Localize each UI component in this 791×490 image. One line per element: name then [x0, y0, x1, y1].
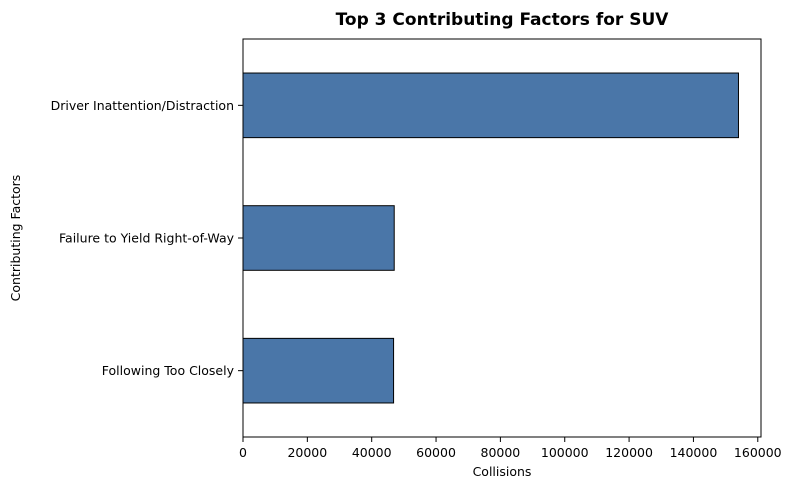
y-tick-label: Driver Inattention/Distraction [51, 98, 234, 113]
bar [242, 72, 739, 139]
x-tick-label: 100000 [541, 445, 589, 460]
y-axis-label: Contributing Factors [8, 175, 23, 302]
y-tick-label: Following Too Closely [102, 363, 235, 378]
x-tick-label: 140000 [670, 445, 718, 460]
bars [242, 72, 739, 404]
x-tick-label: 60000 [416, 445, 456, 460]
x-axis-ticks: 0 20000 40000 60000 80000 100000 120000 140000 1… [239, 437, 782, 460]
chart-title: Top 3 Contributing Factors for SUV [336, 10, 670, 30]
x-tick-label: 160000 [734, 445, 782, 460]
x-tick-label: 20000 [287, 445, 327, 460]
x-tick-label: 80000 [481, 445, 521, 460]
bar [242, 337, 395, 404]
bar [242, 205, 395, 271]
y-tick-label: Failure to Yield Right-of-Way [59, 231, 235, 246]
x-tick-label: 120000 [605, 445, 653, 460]
x-tick-label: 40000 [352, 445, 392, 460]
x-axis-label: Collisions [473, 464, 532, 479]
y-axis-ticks: Driver Inattention/Distraction Failure to… [51, 98, 243, 378]
x-tick-label: 0 [239, 445, 247, 460]
